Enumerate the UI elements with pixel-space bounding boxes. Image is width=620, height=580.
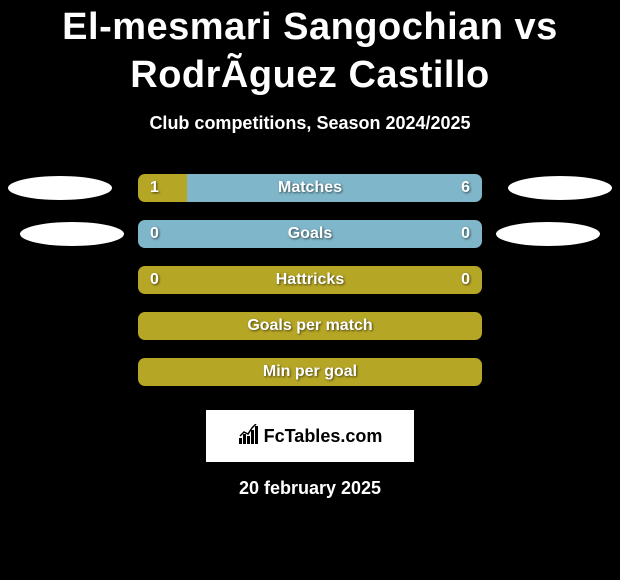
- player-left-marker: [8, 176, 112, 200]
- logo-box: FcTables.com: [206, 410, 414, 462]
- stat-bar-left: [138, 266, 482, 294]
- stat-bar: [138, 174, 482, 202]
- stat-bar: [138, 312, 482, 340]
- stat-bar: [138, 266, 482, 294]
- player-right-marker: [496, 222, 600, 246]
- player-right-marker: [508, 176, 612, 200]
- stat-bar-right: [187, 174, 482, 202]
- date-text: 20 february 2025: [0, 478, 620, 499]
- stat-row: Hattricks00: [0, 266, 620, 294]
- stat-bar: [138, 358, 482, 386]
- player-left-marker: [20, 222, 124, 246]
- logo-text: FcTables.com: [264, 426, 383, 446]
- stat-row: Goals00: [0, 220, 620, 248]
- stat-bar-left: [138, 174, 187, 202]
- stat-bar-left: [138, 358, 482, 386]
- page-title: El-mesmari Sangochian vs RodrÃ­guez Cast…: [0, 4, 620, 99]
- subtitle: Club competitions, Season 2024/2025: [0, 113, 620, 134]
- stat-rows: Matches16 Goals00 Hattricks00 Goals per mat…: [0, 174, 620, 386]
- stat-bar: [138, 220, 482, 248]
- stat-row: Min per goal: [0, 358, 620, 386]
- stat-bar-right: [138, 220, 482, 248]
- comparison-card: El-mesmari Sangochian vs RodrÃ­guez Cast…: [0, 0, 620, 580]
- stat-row: Goals per match: [0, 312, 620, 340]
- stat-row: Matches16: [0, 174, 620, 202]
- bars-icon: [238, 424, 260, 446]
- stat-bar-left: [138, 312, 482, 340]
